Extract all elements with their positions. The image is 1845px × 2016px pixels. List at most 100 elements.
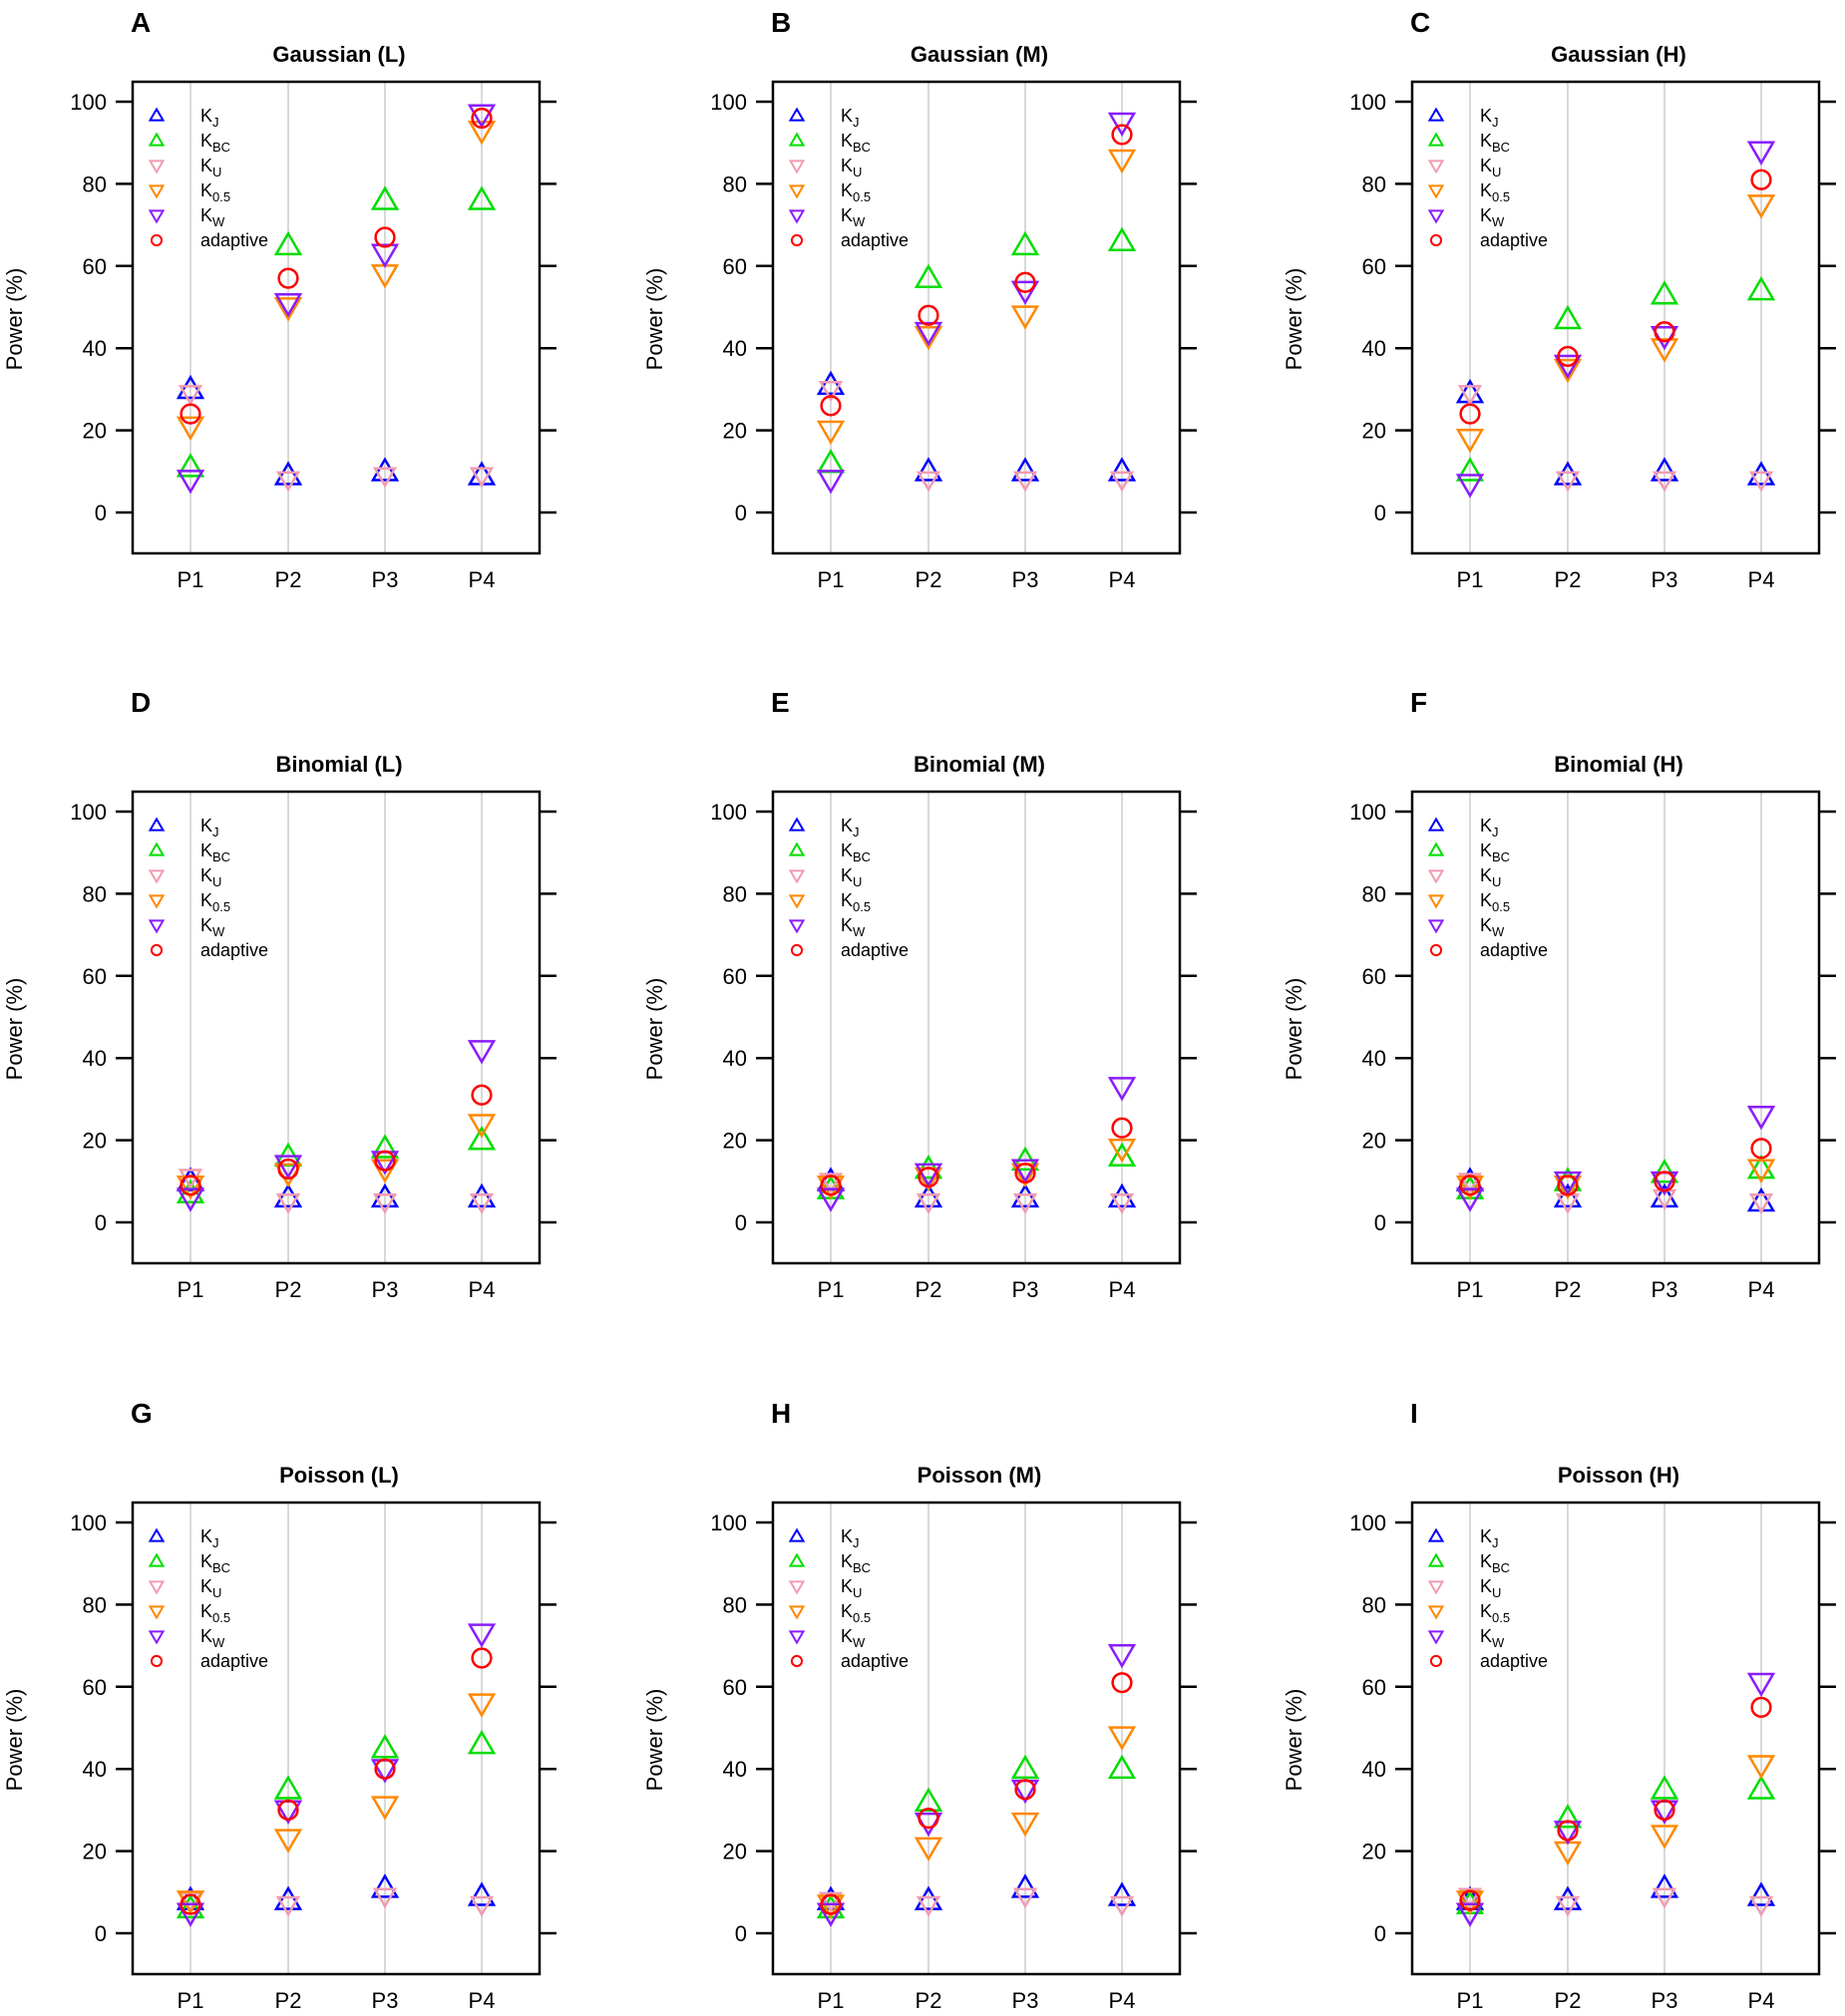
- legend-label-main: K: [200, 1601, 212, 1621]
- legend-label-kj: KJ: [1480, 106, 1499, 130]
- legend-label-main: K: [841, 1551, 853, 1571]
- point-adaptive: [1557, 345, 1579, 368]
- legend-label-main: adaptive: [841, 940, 909, 960]
- point-k05: [1107, 1726, 1137, 1751]
- legend-marker-kw: [148, 209, 166, 224]
- legend-label-kw: KW: [200, 1626, 225, 1650]
- legend-label-kw: KW: [1480, 205, 1505, 229]
- point-ku: [916, 1192, 941, 1214]
- x-tick-label: P2: [916, 1277, 942, 1302]
- point-kbc: [1650, 280, 1679, 305]
- legend-label-sub: U: [853, 874, 862, 889]
- legend-marker-k05: [1427, 1605, 1445, 1620]
- legend-marker-adaptive: [790, 943, 804, 957]
- legend-marker-kw: [788, 919, 806, 934]
- legend-label-main: K: [841, 840, 853, 860]
- legend-marker-adaptive: [1429, 233, 1443, 247]
- y-tick-label: 60: [83, 254, 107, 279]
- legend-label-sub: BC: [212, 140, 230, 155]
- legend-marker-kw: [1427, 209, 1445, 224]
- legend-label-sub: W: [212, 214, 225, 229]
- legend-label-sub: W: [853, 214, 866, 229]
- legend-label-sub: 0.5: [853, 899, 871, 914]
- plot-frame: [771, 80, 1182, 555]
- x-tick-label: P2: [916, 567, 942, 592]
- point-ku: [275, 1895, 301, 1917]
- point-kbc: [273, 1775, 303, 1800]
- y-tick-label: 0: [95, 1210, 107, 1235]
- point-adaptive: [820, 1893, 842, 1915]
- y-axis-label: Power (%): [2, 1689, 27, 1792]
- point-kw: [1107, 1077, 1137, 1102]
- y-tick-label: 0: [95, 501, 107, 525]
- legend-marker-kbc: [788, 841, 806, 856]
- y-axis-label: Power (%): [642, 1689, 667, 1792]
- legend-label-main: K: [200, 840, 212, 860]
- legend-label-main: K: [841, 1626, 853, 1646]
- x-tick-label: P1: [1457, 1988, 1484, 2013]
- legend-label-sub: U: [212, 165, 221, 179]
- legend-label-main: adaptive: [1480, 230, 1548, 250]
- y-tick-label: 0: [95, 1921, 107, 1946]
- point-ku: [275, 471, 301, 493]
- point-adaptive: [180, 1175, 201, 1196]
- legend-label-main: K: [1480, 131, 1492, 151]
- y-axis-label: Power (%): [642, 978, 667, 1081]
- point-k05: [1650, 338, 1679, 363]
- point-adaptive: [918, 304, 939, 326]
- plot-frame: [1410, 790, 1821, 1265]
- legend-label-kbc: KBC: [1480, 131, 1510, 155]
- x-tick-label: P3: [372, 1277, 399, 1302]
- point-adaptive: [1014, 1162, 1036, 1184]
- legend-label-main: K: [841, 816, 853, 836]
- y-axis-label: Power (%): [2, 268, 27, 371]
- legend-label-kw: KW: [1480, 915, 1505, 939]
- legend-marker-ku: [1427, 869, 1445, 884]
- point-adaptive: [1654, 321, 1675, 343]
- point-adaptive: [471, 107, 493, 130]
- point-kw: [1553, 1171, 1583, 1196]
- point-ku: [372, 1887, 398, 1909]
- legend-marker-ku: [148, 160, 166, 174]
- legend-label-adaptive: adaptive: [200, 940, 268, 960]
- y-tick-label: 100: [70, 1511, 107, 1535]
- legend-label-sub: U: [212, 874, 221, 889]
- legend-marker-kw: [1427, 1630, 1445, 1645]
- y-tick-label: 100: [70, 90, 107, 115]
- legend-label-main: K: [841, 106, 853, 126]
- point-ku: [1748, 1192, 1774, 1214]
- point-adaptive: [1459, 403, 1481, 425]
- point-k05: [1746, 1755, 1776, 1780]
- point-ku: [818, 1173, 844, 1194]
- point-kj: [1010, 1182, 1040, 1208]
- legend-marker-k05: [148, 1605, 166, 1620]
- point-kbc: [176, 453, 205, 478]
- legend-marker-kbc: [148, 132, 166, 147]
- panel-letter: I: [1410, 1398, 1418, 1429]
- point-kj: [914, 1182, 943, 1208]
- legend-label-kbc: KBC: [200, 131, 230, 155]
- panel-title: Poisson (M): [918, 1463, 1042, 1488]
- y-tick-label: 40: [1362, 1757, 1386, 1782]
- point-adaptive: [374, 1758, 396, 1780]
- y-tick-label: 0: [1374, 1921, 1386, 1946]
- point-kbc: [370, 1734, 400, 1759]
- point-kw: [467, 1040, 497, 1065]
- point-kbc: [1650, 1775, 1679, 1800]
- y-tick-label: 60: [1362, 254, 1386, 279]
- point-kw: [1746, 1105, 1776, 1131]
- point-ku: [469, 1895, 495, 1917]
- point-adaptive: [471, 1084, 493, 1106]
- point-k05: [1010, 305, 1040, 330]
- legend-label-sub: J: [853, 115, 860, 130]
- point-kw: [1746, 141, 1776, 166]
- point-kj: [914, 457, 943, 482]
- x-tick-label: P1: [178, 567, 204, 592]
- y-tick-label: 100: [1349, 1511, 1386, 1535]
- y-tick-label: 80: [1362, 1592, 1386, 1617]
- y-tick-label: 100: [70, 800, 107, 825]
- point-adaptive: [374, 226, 396, 248]
- point-k05: [370, 1796, 400, 1821]
- point-kj: [273, 461, 303, 486]
- legend-label-sub: W: [1492, 214, 1505, 229]
